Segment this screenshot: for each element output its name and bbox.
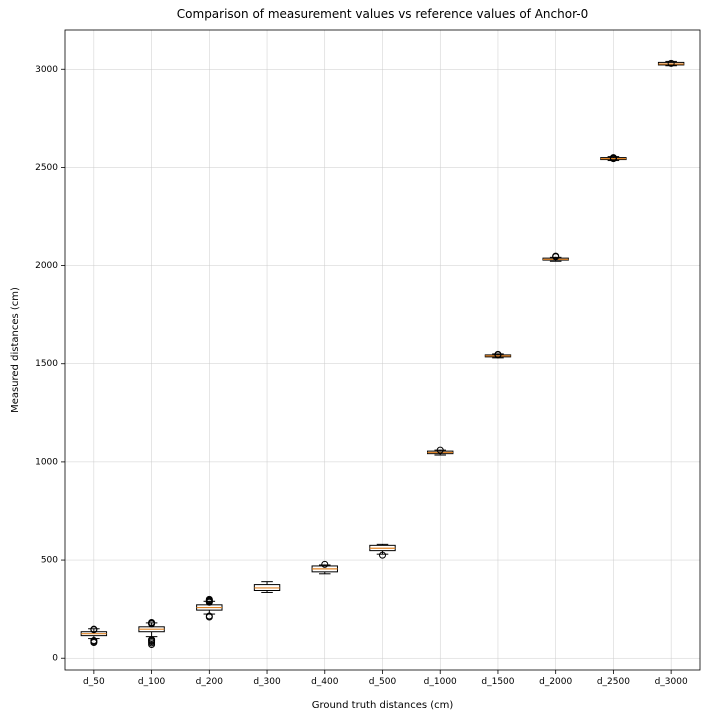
xtick-label: d_500 bbox=[369, 677, 397, 687]
ytick-label: 2000 bbox=[35, 261, 58, 271]
xtick-label: d_1500 bbox=[481, 677, 514, 687]
ytick-label: 1500 bbox=[35, 359, 58, 369]
chart-title: Comparison of measurement values vs refe… bbox=[177, 7, 588, 21]
xtick-label: d_200 bbox=[196, 677, 224, 687]
xtick-label: d_300 bbox=[253, 677, 281, 687]
y-axis-label: Measured distances (cm) bbox=[10, 287, 21, 413]
xtick-label: d_2000 bbox=[539, 677, 572, 687]
ytick-label: 500 bbox=[41, 556, 58, 566]
xtick-label: d_100 bbox=[138, 677, 166, 687]
x-axis-label: Ground truth distances (cm) bbox=[312, 700, 454, 711]
xtick-label: d_50 bbox=[83, 677, 105, 687]
xtick-label: d_400 bbox=[311, 677, 339, 687]
boxplot-chart: 0 500 1000 1500 2000 2500 3000 d_50 d_100 d_200 d_… bbox=[0, 0, 720, 720]
ytick-label: 3000 bbox=[35, 65, 58, 75]
ytick-label: 0 bbox=[52, 654, 58, 664]
xtick-label: d_2500 bbox=[597, 677, 630, 687]
xtick-label: d_3000 bbox=[655, 677, 688, 687]
chart-background bbox=[0, 0, 720, 720]
xtick-label: d_1000 bbox=[424, 677, 457, 687]
ytick-label: 1000 bbox=[35, 457, 58, 467]
ytick-label: 2500 bbox=[35, 163, 58, 173]
